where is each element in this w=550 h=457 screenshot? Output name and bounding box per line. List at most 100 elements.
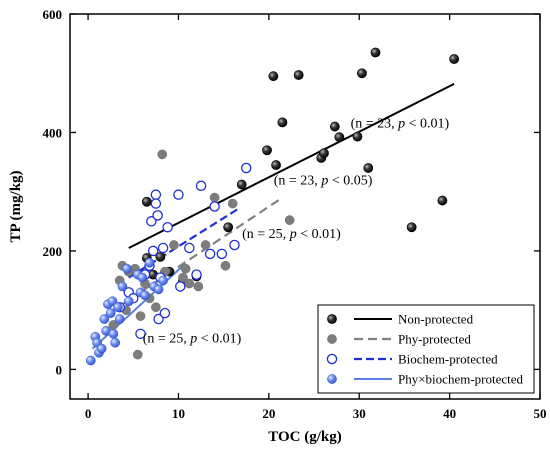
legend-marker-4 — [327, 374, 337, 384]
data-points — [85, 47, 460, 366]
plot-frame — [69, 13, 541, 400]
legend-label-4: Phy×biochem-protected — [398, 372, 524, 387]
x-tick-label-40: 40 — [443, 406, 456, 421]
data-point-series-4-12 — [110, 337, 121, 348]
data-point-series-3-25 — [229, 239, 240, 251]
fit-line-series-1 — [128, 82, 455, 249]
legend-marker-3 — [326, 353, 338, 365]
data-point-series-2-20 — [209, 192, 220, 203]
x-tick-label-30: 30 — [353, 406, 366, 421]
data-point-series-3-11 — [152, 210, 163, 221]
legend-label-3: Biochem-protected — [398, 352, 498, 367]
data-point-series-3-16 — [162, 221, 173, 233]
annotations: (n = 23, p < 0.01) (n = 23, p < 0.05) (n =… — [143, 117, 450, 347]
data-point-series-3-7 — [146, 216, 157, 227]
data-point-series-2-7 — [132, 349, 143, 360]
data-point-series-1-19 — [352, 131, 363, 142]
annotation-3: (n = 25, p < 0.01) — [242, 227, 341, 242]
data-point-series-4-15 — [117, 281, 128, 292]
data-point-series-4-20 — [137, 272, 148, 283]
data-point-series-1-22 — [370, 47, 381, 58]
legend-marker-1 — [327, 314, 337, 324]
legend: Non-protected Phy-protected Biochem-protec… — [317, 304, 535, 394]
data-point-series-3-21 — [195, 180, 207, 192]
data-point-series-4-24 — [153, 284, 164, 295]
data-point-series-1-13 — [277, 117, 288, 128]
data-point-series-2-17 — [184, 278, 195, 289]
y-tick-label-0: 0 — [56, 362, 63, 377]
y-tick-label-600: 600 — [43, 7, 63, 22]
data-point-series-3-20 — [191, 269, 202, 280]
x-axis-title: TOC (g/kg) — [268, 429, 341, 445]
data-point-series-2-12 — [157, 149, 168, 160]
data-point-series-4-13 — [113, 302, 123, 313]
data-point-series-1-10 — [262, 145, 272, 156]
y-axis-title: TP (mg/kg) — [8, 170, 24, 242]
data-point-series-1-9 — [236, 179, 247, 190]
data-point-series-3-22 — [204, 248, 216, 260]
x-tick-label-50: 50 — [534, 406, 547, 421]
data-point-series-2-14 — [169, 240, 179, 250]
data-point-series-3-14 — [157, 242, 169, 254]
x-tick-label-20: 20 — [262, 406, 275, 421]
data-point-series-3-24 — [216, 248, 228, 260]
data-point-series-1-18 — [334, 132, 345, 143]
data-point-series-4-21 — [140, 290, 150, 301]
data-point-series-2-16 — [180, 263, 191, 274]
data-point-series-1-17 — [329, 121, 340, 132]
data-point-series-4-11 — [108, 328, 119, 339]
data-point-series-3-23 — [209, 201, 220, 212]
data-point-series-1-21 — [363, 163, 374, 173]
data-point-series-3-9 — [150, 189, 162, 200]
data-point-series-1-14 — [293, 70, 304, 80]
data-point-series-2-19 — [200, 240, 211, 250]
data-point-series-1-8 — [223, 222, 234, 233]
data-point-series-4-9 — [105, 308, 116, 318]
axes: 0 10 20 30 40 50 0 200 400 600 TOC (g/kg) TP (mg/kg… — [8, 7, 547, 445]
x-tick-label-0: 0 — [85, 406, 92, 421]
data-point-series-4-6 — [99, 314, 110, 324]
data-point-series-2-23 — [284, 215, 295, 225]
data-point-series-4-22 — [144, 257, 155, 268]
data-point-series-4-1 — [85, 355, 96, 366]
y-tick-label-200: 200 — [43, 244, 63, 259]
fit-line-series-3 — [128, 208, 238, 279]
data-point-series-1-25 — [449, 54, 460, 64]
data-point-series-1-11 — [268, 71, 279, 82]
data-point-series-3-4 — [135, 328, 146, 340]
annotation-2: (n = 23, p < 0.05) — [274, 174, 373, 189]
data-point-series-3-17 — [173, 189, 184, 200]
data-point-series-1-23 — [406, 222, 417, 233]
data-point-series-3-18 — [175, 281, 186, 292]
annotation-1: (n = 23, p < 0.01) — [351, 117, 450, 132]
y-tick-label-400: 400 — [43, 125, 63, 140]
data-point-series-3-12 — [153, 313, 164, 325]
data-point-series-1-20 — [357, 68, 367, 79]
data-point-series-4-14 — [114, 314, 125, 324]
data-point-series-2-8 — [135, 311, 146, 321]
data-point-series-3-19 — [184, 242, 195, 254]
data-point-series-4-16 — [122, 263, 132, 274]
legend-marker-2 — [327, 334, 337, 344]
data-point-series-2-18 — [193, 281, 204, 292]
data-point-series-4-25 — [158, 275, 168, 286]
legend-label-1: Non-protected — [398, 312, 474, 327]
data-point-series-2-11 — [151, 302, 161, 313]
data-point-series-4-5 — [96, 343, 107, 354]
data-point-series-2-21 — [220, 260, 231, 271]
data-point-series-3-10 — [150, 198, 162, 209]
data-point-series-4-17 — [123, 296, 134, 307]
data-point-series-3-15 — [159, 307, 171, 319]
data-point-series-2-22 — [227, 198, 238, 209]
legend-label-2: Phy-protected — [398, 332, 471, 347]
data-point-series-1-16 — [319, 148, 329, 159]
data-point-series-1-1 — [141, 196, 152, 207]
data-point-series-3-26 — [240, 162, 252, 174]
data-point-series-1-12 — [271, 160, 281, 170]
data-point-series-3-8 — [147, 245, 159, 257]
data-point-series-1-24 — [437, 195, 448, 206]
annotation-4: (n = 25, p < 0.01) — [143, 332, 242, 347]
x-tick-label-10: 10 — [172, 406, 185, 421]
